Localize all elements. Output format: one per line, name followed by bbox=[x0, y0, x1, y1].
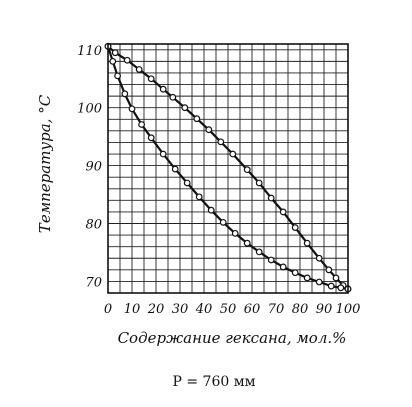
lower-data-point bbox=[121, 90, 129, 98]
data-points bbox=[104, 42, 352, 293]
y-tick-label: 70 bbox=[85, 275, 102, 290]
x-tick-label: 50 bbox=[220, 302, 237, 317]
lower-data-point bbox=[147, 134, 155, 142]
upper-data-point bbox=[111, 49, 119, 57]
lower-data-point bbox=[114, 72, 121, 80]
lower-data-point bbox=[279, 263, 287, 271]
upper-data-point bbox=[205, 126, 213, 134]
x-axis-title: Содержание гексана, мол.% bbox=[118, 329, 347, 347]
lower-data-point bbox=[183, 179, 191, 187]
upper-data-point bbox=[303, 239, 311, 247]
upper-data-point bbox=[229, 150, 237, 158]
lower-data-point bbox=[327, 282, 335, 290]
y-tick-label: 110 bbox=[77, 44, 102, 59]
lower-data-point bbox=[267, 256, 275, 264]
lower-data-point bbox=[219, 218, 227, 226]
upper-data-point bbox=[123, 56, 131, 64]
y-tick-label: 80 bbox=[85, 218, 102, 233]
x-tick-label: 100 bbox=[336, 302, 361, 317]
x-tick-label: 70 bbox=[268, 302, 285, 317]
lower-data-point bbox=[303, 274, 311, 282]
lower-data-point bbox=[171, 165, 179, 173]
upper-data-point bbox=[267, 194, 275, 202]
y-tick-labels: 70 80 90 100 110 bbox=[77, 44, 102, 291]
upper-data-point bbox=[291, 224, 299, 231]
lower-data-point bbox=[159, 150, 167, 158]
x-tick-label: 80 bbox=[292, 302, 309, 317]
upper-data-point bbox=[279, 208, 287, 216]
y-tick-label: 100 bbox=[77, 102, 102, 117]
grid bbox=[107, 44, 349, 294]
upper-data-point bbox=[169, 93, 177, 101]
upper-data-point bbox=[217, 138, 225, 146]
upper-data-point bbox=[181, 104, 189, 112]
pressure-caption: P = 760 мм bbox=[172, 374, 255, 390]
upper-data-point bbox=[135, 66, 143, 73]
lower-data-point bbox=[337, 284, 345, 292]
lower-data-point bbox=[138, 121, 146, 128]
upper-data-point bbox=[193, 115, 201, 123]
upper-data-point bbox=[325, 266, 333, 274]
y-tick-label: 90 bbox=[85, 160, 102, 175]
upper-data-point bbox=[315, 254, 323, 262]
x-tick-label: 0 bbox=[104, 302, 112, 317]
x-tick-label: 40 bbox=[195, 302, 213, 317]
lower-data-point bbox=[128, 105, 136, 113]
lower-data-point bbox=[231, 229, 239, 237]
lower-data-point bbox=[255, 248, 263, 256]
upper-data-point bbox=[159, 85, 167, 93]
plot-frame bbox=[107, 43, 349, 294]
upper-data-point bbox=[255, 179, 263, 187]
x-tick-labels: 0 10 20 30 40 50 60 70 80 90 100 bbox=[104, 302, 361, 317]
lower-data-point bbox=[291, 269, 299, 277]
x-tick-label: 30 bbox=[172, 302, 189, 317]
upper-data-point bbox=[147, 75, 155, 83]
upper-data-point bbox=[243, 166, 251, 174]
lower-data-point bbox=[195, 193, 203, 201]
lower-data-point bbox=[243, 239, 251, 247]
lower-data-point bbox=[109, 57, 117, 65]
x-tick-label: 10 bbox=[124, 302, 141, 317]
lower-data-point bbox=[207, 206, 215, 214]
upper-data-point bbox=[332, 274, 340, 282]
lower-data-point bbox=[315, 278, 323, 286]
y-axis-title: Температура, °С bbox=[36, 94, 54, 233]
x-tick-label: 60 bbox=[244, 302, 261, 317]
x-tick-label: 90 bbox=[316, 302, 333, 317]
x-tick-label: 20 bbox=[147, 302, 165, 317]
